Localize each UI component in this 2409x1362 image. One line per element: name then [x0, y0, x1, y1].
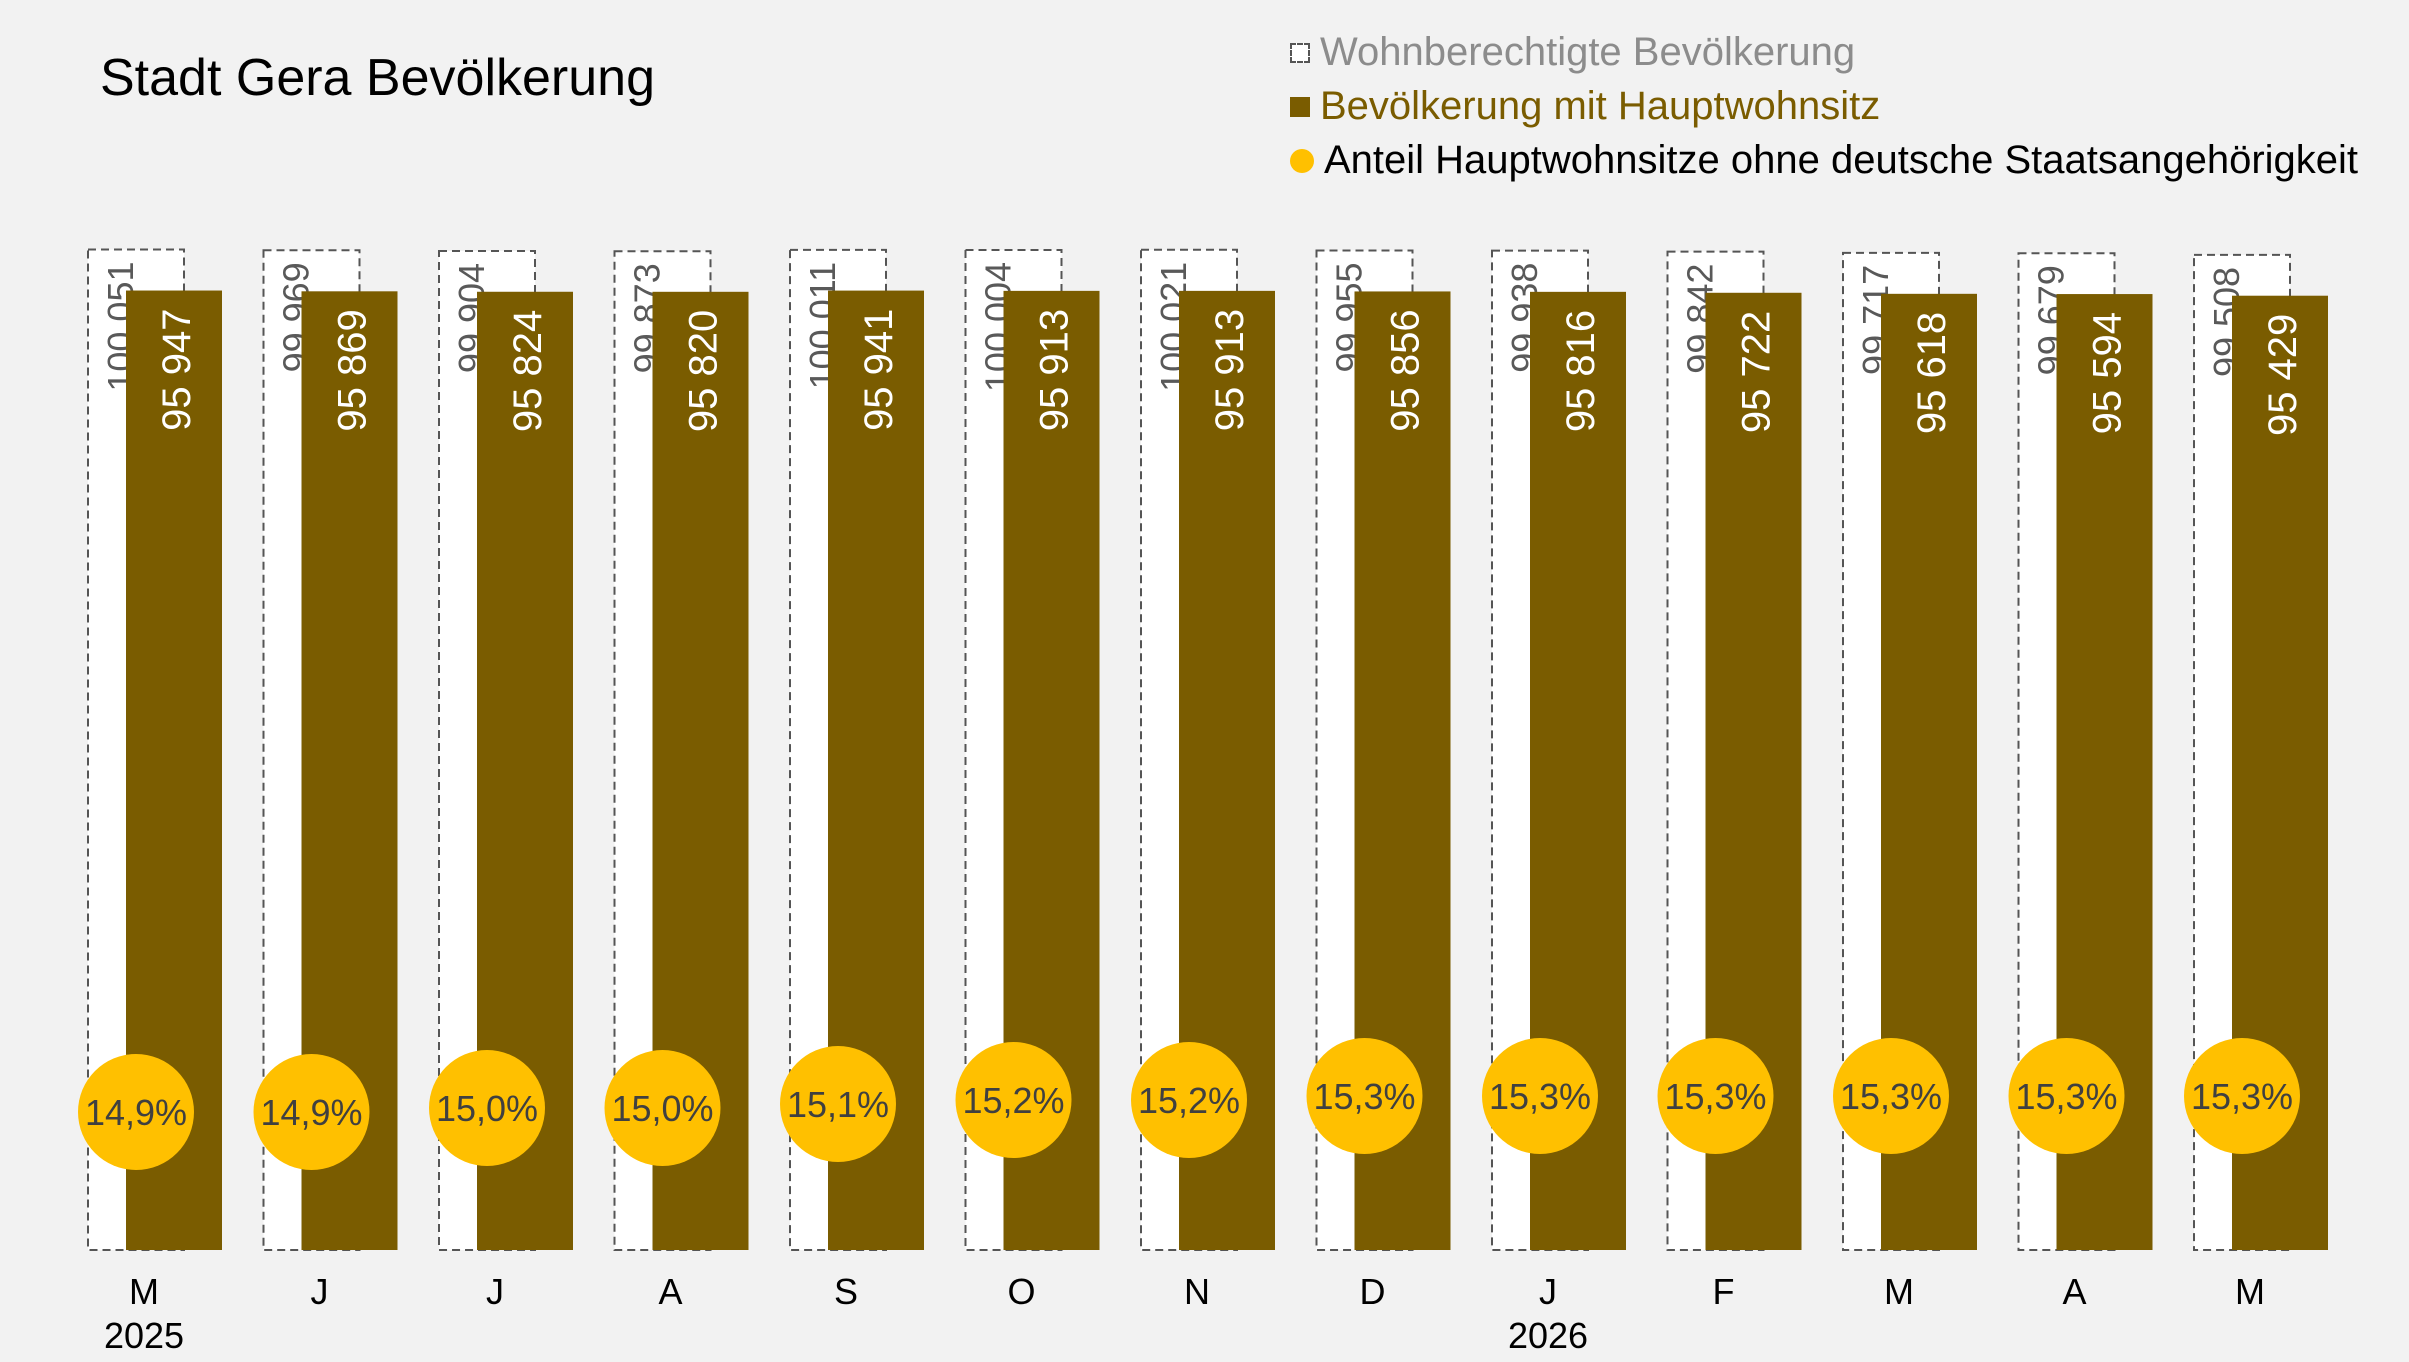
hauptwohnsitz-value-label: 95 913 [1208, 309, 1252, 431]
x-tick-label: J [486, 1271, 504, 1312]
chart-title: Stadt Gera Bevölkerung [100, 49, 655, 107]
hauptwohnsitz-value-label: 95 816 [1559, 310, 1603, 432]
x-tick-label: D [1360, 1271, 1386, 1312]
anteil-value-label: 15,3% [2015, 1076, 2117, 1117]
anteil-value-label: 15,3% [2191, 1076, 2293, 1117]
hauptwohnsitz-value-label: 95 618 [1910, 312, 1954, 434]
legend-label-anteil: Anteil Hauptwohnsitze ohne deutsche Staa… [1324, 138, 2359, 182]
legend-item-wohnberechtigte: Wohnberechtigte Bevölkerung [1290, 30, 1855, 75]
x-year-label: 2026 [1508, 1315, 1588, 1356]
anteil-circle [253, 1054, 370, 1170]
anteil-circle [780, 1046, 896, 1162]
anteil-value-label: 15,2% [1138, 1080, 1240, 1121]
hauptwohnsitz-value-label: 95 722 [1735, 311, 1779, 433]
x-tick-label: F [1713, 1271, 1735, 1312]
anteil-value-label: 15,3% [1313, 1076, 1415, 1117]
x-tick-label: N [1184, 1271, 1210, 1312]
anteil-value-label: 14,9% [85, 1092, 187, 1133]
hauptwohnsitz-value-label: 95 947 [155, 309, 199, 431]
x-tick-label: S [834, 1271, 858, 1312]
anteil-circle [1131, 1042, 1247, 1158]
anteil-circle [78, 1054, 194, 1170]
x-tick-label: J [1539, 1271, 1557, 1312]
circle-icon [1290, 148, 1314, 173]
anteil-value-label: 15,3% [1664, 1076, 1766, 1117]
x-tick-label: A [658, 1271, 682, 1312]
legend-label-wohnberechtigte: Wohnberechtigte Bevölkerung [1320, 30, 1856, 74]
hauptwohnsitz-value-label: 95 941 [857, 309, 901, 431]
dashed-square-icon [1290, 42, 1310, 63]
anteil-circle [2008, 1038, 2125, 1154]
x-year-label: 2025 [104, 1315, 184, 1356]
hauptwohnsitz-value-label: 95 913 [1033, 309, 1077, 431]
anteil-circle [604, 1050, 721, 1166]
anteil-value-label: 15,3% [1489, 1076, 1591, 1117]
anteil-value-label: 15,0% [436, 1088, 538, 1129]
x-tick-label: M [129, 1271, 159, 1312]
anteil-circle [1657, 1038, 1774, 1154]
hauptwohnsitz-value-label: 95 429 [2261, 314, 2305, 436]
legend-label-hauptwohnsitz: Bevölkerung mit Hauptwohnsitz [1320, 84, 1881, 128]
hauptwohnsitz-value-label: 95 820 [682, 310, 726, 432]
x-tick-label: M [1884, 1271, 1914, 1312]
anteil-value-label: 15,2% [962, 1080, 1064, 1121]
anteil-circle [2184, 1038, 2300, 1154]
x-tick-label: J [311, 1271, 329, 1312]
hauptwohnsitz-value-label: 95 869 [331, 309, 375, 431]
anteil-value-label: 15,3% [1840, 1076, 1942, 1117]
legend-item-anteil: Anteil Hauptwohnsitze ohne deutsche Staa… [1290, 138, 2358, 183]
x-tick-label: O [1007, 1271, 1035, 1312]
x-tick-label: M [2235, 1271, 2265, 1312]
anteil-value-label: 15,0% [611, 1088, 713, 1129]
anteil-circle [955, 1042, 1072, 1158]
anteil-circle [1482, 1038, 1598, 1154]
hauptwohnsitz-value-label: 95 824 [506, 310, 550, 432]
anteil-circle [1833, 1038, 1949, 1154]
anteil-circle [429, 1050, 545, 1166]
anteil-value-label: 14,9% [260, 1092, 362, 1133]
anteil-circle [1306, 1038, 1423, 1154]
legend-item-hauptwohnsitz: Bevölkerung mit Hauptwohnsitz [1290, 84, 1880, 129]
anteil-value-label: 15,1% [787, 1084, 889, 1125]
x-tick-label: A [2062, 1271, 2086, 1312]
filled-square-icon [1290, 96, 1310, 117]
hauptwohnsitz-value-label: 95 856 [1384, 309, 1428, 431]
hauptwohnsitz-value-label: 95 594 [2086, 312, 2130, 434]
